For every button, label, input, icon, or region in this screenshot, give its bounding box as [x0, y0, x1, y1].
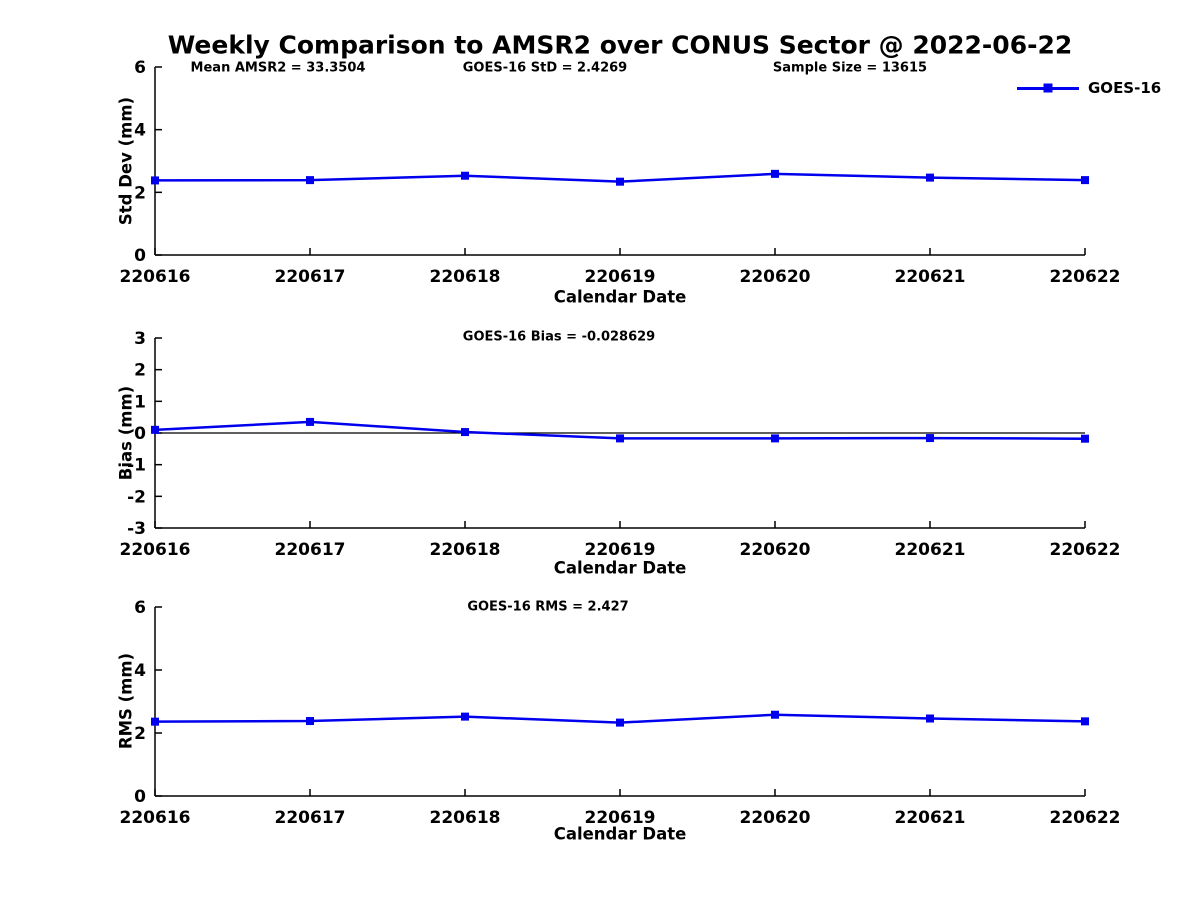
- y-tick-label: 0: [134, 424, 146, 444]
- data-point-marker: [306, 417, 314, 426]
- data-point-marker: [151, 425, 159, 434]
- data-point-marker: [616, 718, 624, 727]
- data-point-marker: [1081, 717, 1089, 726]
- x-tick-label: 220616: [120, 267, 191, 287]
- x-tick-label: 220617: [275, 808, 346, 828]
- x-axis-label-2: Calendar Date: [553, 558, 687, 578]
- y-tick-label: 2: [134, 724, 146, 744]
- data-point-marker: [1081, 434, 1089, 443]
- y-tick-label: -1: [127, 456, 146, 476]
- data-point-marker: [616, 434, 624, 443]
- data-point-marker: [771, 434, 779, 443]
- subplot-bias: -3 -2 -1 0 1 2 3 220616 220617 220618 220619 220620…: [120, 329, 1121, 560]
- x-axis-label-3: Calendar Date: [553, 824, 687, 844]
- x-tick-label: 220621: [895, 808, 966, 828]
- x-tick-label: 220619: [585, 267, 656, 287]
- annotation-goes16-rms: GOES-16 RMS = 2.427: [467, 599, 629, 615]
- subplot-rms: 0 2 4 6 220616 220617 220618 220619 220620 220621…: [120, 598, 1121, 828]
- y-axis-label-rms: RMS (mm): [116, 652, 136, 750]
- y-tick-label: -2: [127, 487, 146, 507]
- annotation-goes16-std: GOES-16 StD = 2.4269: [462, 60, 628, 76]
- x-tick-label: 220618: [430, 267, 501, 287]
- x-tick-label: 220618: [430, 540, 501, 560]
- data-point-marker: [306, 176, 314, 185]
- y-tick-label: 6: [134, 598, 146, 618]
- figure-title: Weekly Comparison to AMSR2 over CONUS Se…: [167, 30, 1073, 60]
- y-tick-label: 0: [134, 246, 146, 266]
- y-tick-label: 2: [134, 361, 146, 381]
- subplot-std-dev: 0 2 4 6 220616 220617 220618 220619 220620 220621…: [120, 58, 1121, 287]
- x-tick-label: 220620: [740, 540, 811, 560]
- x-tick-label: 220617: [275, 267, 346, 287]
- x-tick-label: 220616: [120, 808, 191, 828]
- y-axis-label-bias: Bias (mm): [116, 385, 136, 481]
- x-tick-label: 220622: [1050, 540, 1121, 560]
- data-point-marker: [461, 712, 469, 721]
- y-tick-label: 4: [134, 121, 146, 141]
- x-tick-label: 220620: [740, 267, 811, 287]
- data-point-marker: [771, 710, 779, 719]
- legend-square-marker-icon: [1043, 83, 1053, 93]
- x-tick-label: 220621: [895, 540, 966, 560]
- x-tick-label: 220621: [895, 267, 966, 287]
- x-tick-label: 220617: [275, 540, 346, 560]
- data-point-marker: [306, 717, 314, 726]
- y-tick-label: 3: [134, 329, 146, 349]
- legend-label: GOES-16: [1088, 79, 1162, 97]
- data-point-marker: [926, 714, 934, 723]
- data-point-marker: [461, 171, 469, 180]
- x-axis-label-1: Calendar Date: [553, 287, 687, 307]
- annotation-sample-size: Sample Size = 13615: [772, 60, 928, 76]
- y-tick-label: 0: [134, 787, 146, 807]
- data-point-marker: [616, 177, 624, 186]
- data-point-marker: [926, 434, 934, 443]
- data-point-marker: [771, 169, 779, 178]
- data-point-marker: [151, 176, 159, 185]
- x-tick-label: 220616: [120, 540, 191, 560]
- x-tick-label: 220622: [1050, 267, 1121, 287]
- annotation-mean-amsr2: Mean AMSR2 = 33.3504: [190, 60, 366, 76]
- data-point-marker: [461, 428, 469, 437]
- y-tick-label: 2: [134, 183, 146, 203]
- y-tick-label: 6: [134, 58, 146, 78]
- y-axis-label-std-dev: Std Dev (mm): [116, 96, 136, 226]
- x-tick-label: 220618: [430, 808, 501, 828]
- y-tick-label: 1: [134, 392, 146, 412]
- data-point-marker: [926, 173, 934, 182]
- y-tick-label: -3: [127, 519, 146, 539]
- x-tick-label: 220622: [1050, 808, 1121, 828]
- x-tick-label: 220620: [740, 808, 811, 828]
- y-tick-label: 4: [134, 661, 146, 681]
- legend-line-sample: [1017, 83, 1079, 93]
- legend: GOES-16: [1017, 79, 1161, 97]
- x-tick-label: 220619: [585, 808, 656, 828]
- annotation-goes16-bias: GOES-16 Bias = -0.028629: [462, 329, 656, 345]
- x-tick-label: 220619: [585, 540, 656, 560]
- data-point-marker: [1081, 176, 1089, 185]
- data-point-marker: [151, 717, 159, 726]
